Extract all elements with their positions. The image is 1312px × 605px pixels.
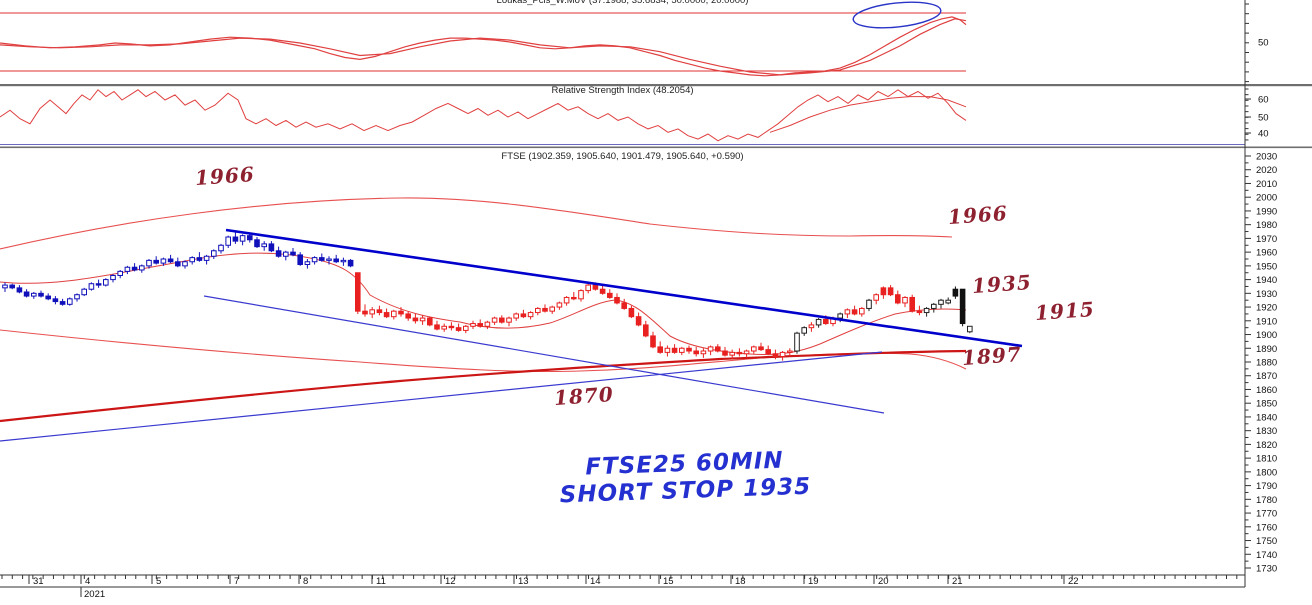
price-axis-label: 1810 <box>1256 454 1277 465</box>
date-label: 5 <box>156 576 161 587</box>
price-axis-label: 1800 <box>1256 467 1277 478</box>
date-label: 13 <box>518 576 529 587</box>
price-axis-label: 1770 <box>1256 509 1277 520</box>
right-axis: 50 60 50 40 1730 1740 1750 1760 1770 1780 1790 1800… <box>1244 0 1277 587</box>
price-axis-label: 1920 <box>1256 303 1277 314</box>
price-axis-label: 1790 <box>1256 481 1277 492</box>
price-axis-label: 1780 <box>1256 495 1277 506</box>
price-overlays <box>0 197 967 423</box>
price-axis-label: 1980 <box>1256 220 1277 231</box>
rsi-axis-label: 40 <box>1258 129 1269 140</box>
stoch-line-%D <box>0 18 967 76</box>
lower-band <box>0 329 967 373</box>
date-label: 4 <box>85 576 90 587</box>
annotation-1966[interactable]: 1966 <box>947 200 1009 230</box>
date-label: 22 <box>1068 576 1079 587</box>
price-axis-label: 1750 <box>1256 536 1277 547</box>
price-axis-label: 1860 <box>1256 385 1277 396</box>
date-label: 18 <box>735 576 746 587</box>
price-axis-label: 1910 <box>1256 316 1277 327</box>
stoch-axis-label: 50 <box>1258 38 1269 49</box>
price-axis-label: 1880 <box>1256 357 1277 368</box>
upper-band <box>0 197 953 250</box>
annotation-1897[interactable]: 1897 <box>961 341 1023 371</box>
price-axis-label: 2010 <box>1256 179 1277 190</box>
price-axis-label: 1900 <box>1256 330 1277 341</box>
long-ma <box>0 349 967 423</box>
rsi-line-RSI-signal <box>769 96 967 133</box>
ellipse-annotation[interactable] <box>852 0 942 32</box>
date-label: 12 <box>445 576 456 587</box>
price-axis-label: 1820 <box>1256 440 1277 451</box>
date-label: 20 <box>878 576 889 587</box>
annotation-1915[interactable]: 1915 <box>1034 296 1096 326</box>
stochastic-plot[interactable] <box>0 0 967 77</box>
price-axis-label: 1950 <box>1256 261 1277 272</box>
annotation-1966[interactable]: 1966 <box>194 161 256 191</box>
price-axis-label: 2000 <box>1256 193 1277 204</box>
price-axis-label: 1840 <box>1256 412 1277 423</box>
date-label: 7 <box>234 576 239 587</box>
thin-descending-trendline <box>203 295 885 414</box>
candles-series[interactable] <box>2 231 973 361</box>
price-axis-label: 2030 <box>1256 152 1277 163</box>
price-axis-label: 2020 <box>1256 165 1277 176</box>
rsi-line-RSI <box>0 89 967 142</box>
stoch-line-%K <box>0 16 967 77</box>
annotation-1870[interactable]: 1870 <box>553 381 615 411</box>
price-axis-label: 1760 <box>1256 522 1277 533</box>
panel-separators <box>0 84 1312 149</box>
price-axis-label: 1730 <box>1256 563 1277 574</box>
rsi-axis-label: 50 <box>1258 113 1269 124</box>
price-axis-label: 1850 <box>1256 399 1277 410</box>
trendlines[interactable] <box>0 228 1023 442</box>
date-label: 14 <box>590 576 601 587</box>
short-ma <box>0 252 967 355</box>
rsi-axis-label: 60 <box>1258 95 1269 106</box>
price-axis-label: 1970 <box>1256 234 1277 245</box>
price-axis-label: 1870 <box>1256 371 1277 382</box>
thin-ascending-trendline <box>0 351 883 442</box>
rsi-plot[interactable] <box>0 89 967 142</box>
annotation-1935[interactable]: 1935 <box>971 269 1033 299</box>
price-axis-label: 1940 <box>1256 275 1277 286</box>
price-axis-label: 1740 <box>1256 550 1277 561</box>
price-axis-label: 1990 <box>1256 206 1277 217</box>
date-label: 11 <box>376 576 386 587</box>
thick-resistance-trendline <box>225 228 1023 348</box>
price-axis-label: 1960 <box>1256 248 1277 259</box>
price-axis-label: 1830 <box>1256 426 1277 437</box>
price-axis-label: 1890 <box>1256 344 1277 355</box>
year-label: 2021 <box>84 589 105 600</box>
date-label: 31 <box>33 576 44 587</box>
date-label: 19 <box>808 576 819 587</box>
trade-note[interactable]: FTSE25 60MIN SHORT STOP 1935 <box>539 446 831 510</box>
date-label: 15 <box>663 576 674 587</box>
date-label: 8 <box>303 576 308 587</box>
date-label: 21 <box>952 576 963 587</box>
price-axis-label: 1930 <box>1256 289 1277 300</box>
